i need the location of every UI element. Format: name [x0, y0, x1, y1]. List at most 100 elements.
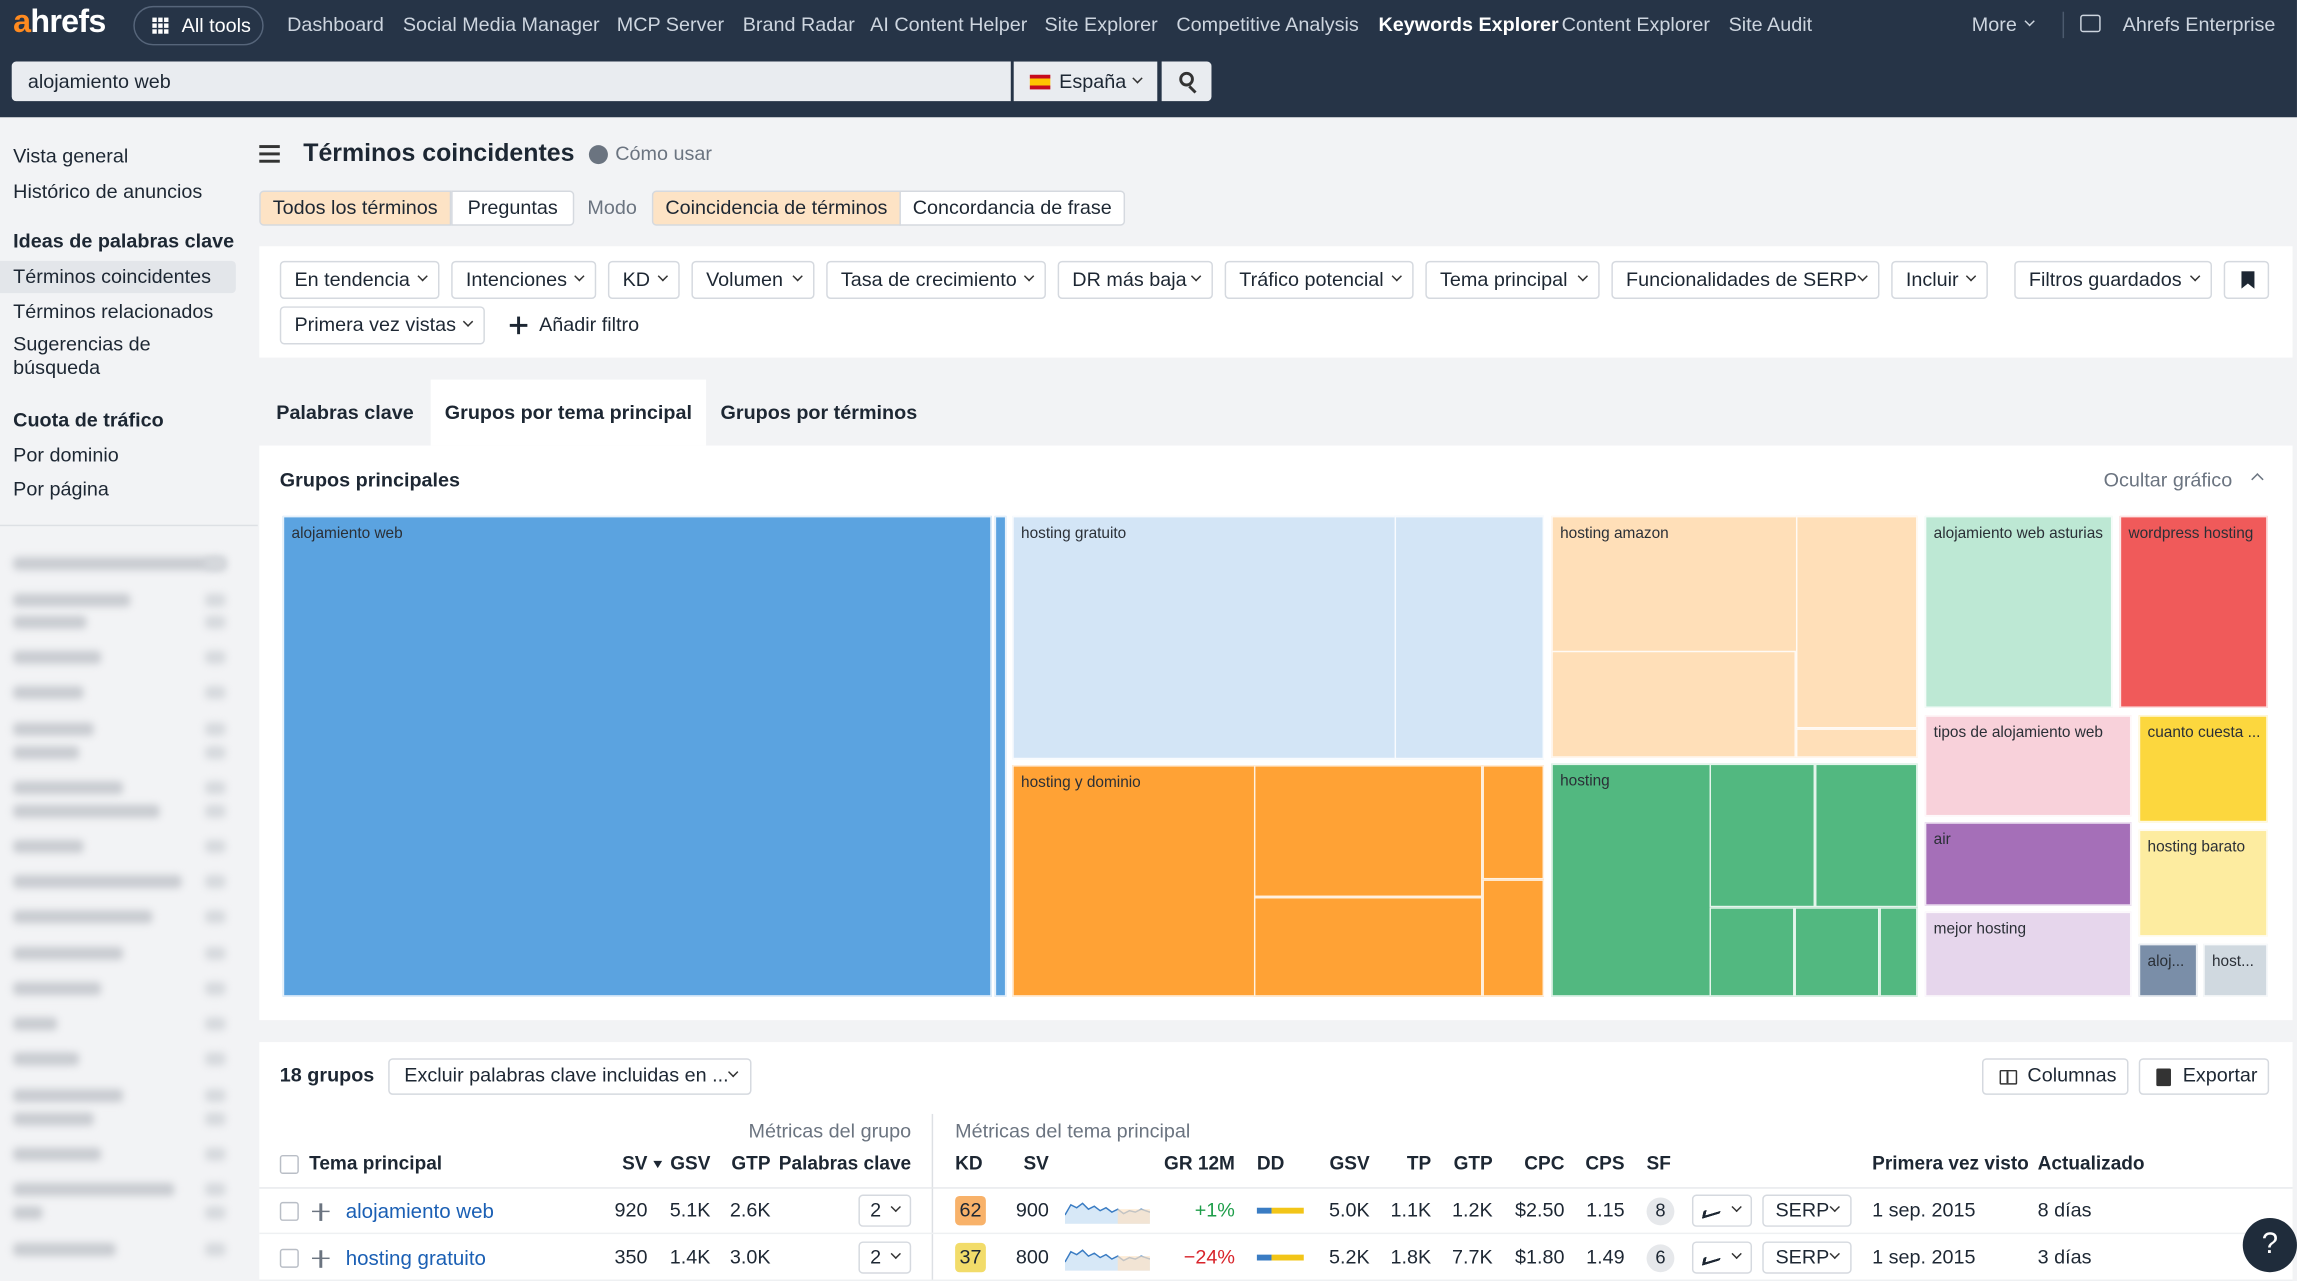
- filter-dropdown[interactable]: Incluir: [1891, 260, 1988, 300]
- treemap-tile[interactable]: [1394, 515, 1545, 760]
- search-input[interactable]: [11, 61, 1011, 102]
- column-header[interactable]: DD: [1256, 1152, 1285, 1175]
- trend-dropdown[interactable]: [1691, 1194, 1753, 1227]
- checkbox[interactable]: [279, 1248, 299, 1268]
- nav-link[interactable]: MCP Server: [616, 13, 725, 36]
- logo[interactable]: ahrefs: [13, 2, 106, 40]
- export-button[interactable]: Exportar: [2138, 1058, 2270, 1095]
- bookmark-button[interactable]: [2223, 260, 2270, 300]
- topic-link[interactable]: hosting gratuito: [345, 1245, 486, 1270]
- treemap-tile[interactable]: wordpress hosting: [2119, 515, 2268, 708]
- nav-link[interactable]: Social Media Manager: [402, 13, 600, 36]
- treemap-tile[interactable]: [1795, 728, 1918, 758]
- segment-button[interactable]: Preguntas: [451, 190, 575, 226]
- treemap-tile[interactable]: tipos de alojamiento web: [1924, 715, 2132, 817]
- sidebar-link[interactable]: Vista general: [13, 145, 129, 168]
- tab[interactable]: Grupos por términos: [706, 380, 932, 446]
- treemap-tile[interactable]: cuanto cuesta ...: [2138, 715, 2268, 823]
- column-header[interactable]: SF: [1646, 1152, 1671, 1175]
- checkbox[interactable]: [279, 1154, 299, 1175]
- monitor-icon[interactable]: [2080, 14, 2101, 33]
- keywords-dropdown[interactable]: 2: [858, 1194, 912, 1227]
- nav-link[interactable]: Content Explorer: [1561, 13, 1710, 36]
- filter-dropdown[interactable]: DR más baja: [1057, 260, 1213, 300]
- saved-filters[interactable]: Filtros guardados: [2014, 260, 2212, 300]
- serp-dropdown[interactable]: SERP: [1762, 1194, 1852, 1227]
- all-tools-button[interactable]: All tools: [133, 5, 264, 46]
- treemap-tile[interactable]: [1794, 907, 1880, 997]
- treemap-tile[interactable]: [1709, 763, 1816, 908]
- treemap-tile[interactable]: aloj...: [2138, 943, 2198, 997]
- blurred-item: [13, 593, 131, 607]
- column-header[interactable]: Tema principal: [309, 1152, 443, 1175]
- cell-sv: 350: [614, 1245, 648, 1268]
- tab[interactable]: Palabras clave: [259, 380, 430, 446]
- treemap-tile[interactable]: [1795, 515, 1918, 729]
- sidebar-link[interactable]: Histórico de anuncios: [13, 180, 203, 203]
- sidebar-link[interactable]: Por dominio: [13, 444, 119, 467]
- treemap-tile[interactable]: [1709, 907, 1795, 997]
- country-select[interactable]: España: [1013, 61, 1158, 102]
- sidebar-link[interactable]: Términos relacionados: [13, 300, 214, 323]
- blurred-count: [205, 1052, 226, 1066]
- treemap-tile[interactable]: [994, 515, 1007, 997]
- sidebar-selected: [0, 260, 236, 294]
- blurred-count: [205, 1206, 226, 1220]
- trend-dropdown[interactable]: [1691, 1241, 1753, 1274]
- add-filter[interactable]: Añadir filtro: [539, 313, 640, 336]
- nav-link[interactable]: Brand Radar: [742, 13, 855, 36]
- treemap-tile[interactable]: alojamiento web: [282, 515, 992, 997]
- treemap-tile[interactable]: hosting barato: [2138, 829, 2268, 937]
- filter-dropdown[interactable]: KD: [607, 260, 680, 300]
- treemap-tile[interactable]: [1879, 907, 1918, 997]
- treemap-tile[interactable]: [1253, 897, 1483, 997]
- segment-button[interactable]: Coincidencia de términos: [651, 190, 901, 226]
- treemap-tile[interactable]: [1482, 765, 1545, 880]
- nav-link[interactable]: Site Explorer: [1044, 13, 1158, 36]
- treemap-tile[interactable]: [1482, 879, 1545, 997]
- sidebar-link[interactable]: Sugerencias de búsqueda: [13, 332, 151, 379]
- nav-link[interactable]: AI Content Helper: [870, 13, 1028, 36]
- filter-dropdown[interactable]: Tema principal: [1425, 260, 1600, 300]
- sidebar-link[interactable]: Por página: [13, 477, 109, 500]
- filter-dropdown[interactable]: En tendencia: [279, 260, 440, 300]
- serp-dropdown[interactable]: SERP: [1762, 1241, 1852, 1274]
- help-link[interactable]: Cómo usar: [615, 142, 712, 165]
- search-button[interactable]: [1161, 61, 1212, 102]
- tab[interactable]: Grupos por tema principal: [430, 379, 707, 446]
- help-button[interactable]: ?: [2242, 1217, 2297, 1273]
- treemap-tile[interactable]: air: [1924, 822, 2132, 906]
- column-header[interactable]: Actualizado: [2037, 1152, 2145, 1175]
- treemap-tile[interactable]: alojamiento web asturias: [1924, 515, 2113, 708]
- filter-dropdown[interactable]: Intenciones: [451, 260, 597, 300]
- nav-link[interactable]: Competitive Analysis: [1176, 13, 1359, 36]
- column-header[interactable]: KD: [955, 1152, 983, 1175]
- topic-link[interactable]: alojamiento web: [345, 1198, 494, 1223]
- treemap-tile[interactable]: mejor hosting: [1924, 911, 2132, 997]
- menu-icon[interactable]: [259, 145, 280, 149]
- sidebar-link[interactable]: Términos coincidentes: [13, 265, 212, 288]
- segment-button[interactable]: Todos los términos: [259, 190, 452, 226]
- filter-dropdown[interactable]: Tasa de crecimiento: [826, 260, 1046, 300]
- columns-button[interactable]: Columnas: [1982, 1058, 2129, 1095]
- nav-link[interactable]: Keywords Explorer: [1378, 13, 1559, 36]
- exclude-dropdown[interactable]: Excluir palabras clave incluidas en ...: [388, 1058, 752, 1095]
- treemap-tile[interactable]: [1551, 650, 1796, 758]
- treemap-tile[interactable]: [1253, 765, 1483, 898]
- plus-icon: [319, 1202, 322, 1221]
- filter-dropdown[interactable]: Tráfico potencial: [1224, 260, 1414, 300]
- filter-dropdown[interactable]: Primera vez vistas: [279, 306, 485, 345]
- hide-chart[interactable]: Ocultar gráfico: [2103, 469, 2233, 492]
- keywords-dropdown[interactable]: 2: [858, 1241, 912, 1274]
- nav-link[interactable]: Site Audit: [1728, 13, 1813, 36]
- treemap-tile[interactable]: host...: [2203, 943, 2268, 997]
- column-header[interactable]: Primera vez visto: [1872, 1152, 2029, 1175]
- filter-dropdown[interactable]: Funcionalidades de SERP: [1611, 260, 1880, 300]
- checkbox[interactable]: [279, 1201, 299, 1221]
- treemap-tile[interactable]: [1815, 763, 1918, 908]
- account-menu[interactable]: Ahrefs Enterprise: [2122, 13, 2276, 36]
- segment-button[interactable]: Concordancia de frase: [899, 190, 1126, 226]
- nav-more[interactable]: More: [1971, 13, 2017, 36]
- nav-link[interactable]: Dashboard: [287, 13, 384, 36]
- filter-dropdown[interactable]: Volumen: [691, 260, 815, 300]
